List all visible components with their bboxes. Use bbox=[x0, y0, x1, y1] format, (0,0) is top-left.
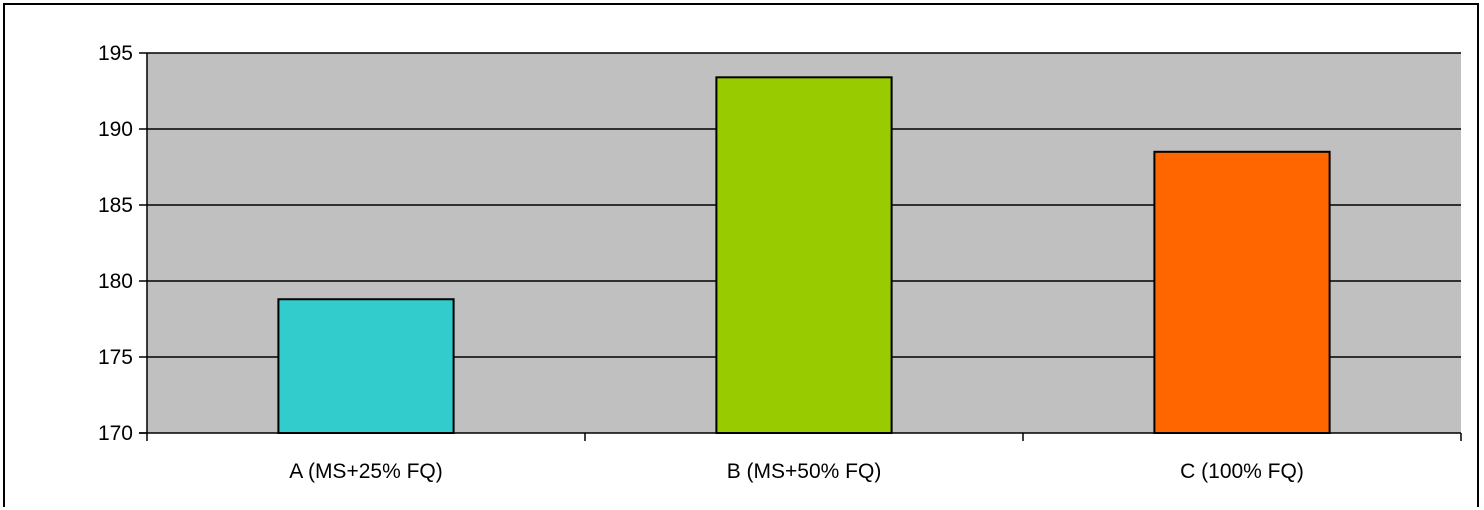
y-tick-label: 190 bbox=[98, 118, 133, 141]
bar bbox=[716, 77, 891, 433]
x-tick-label: C (100% FQ) bbox=[1180, 460, 1304, 483]
y-tick-label: 170 bbox=[98, 422, 133, 445]
y-tick-label: 185 bbox=[98, 194, 133, 217]
y-tick-labels: 170 175 180 185 190 195 bbox=[98, 42, 133, 445]
y-tick-label: 175 bbox=[98, 346, 133, 369]
x-tick-label: B (MS+50% FQ) bbox=[727, 460, 882, 483]
x-tick-labels: A (MS+25% FQ) B (MS+50% FQ) C (100% FQ) bbox=[289, 460, 1304, 483]
y-tick-label: 180 bbox=[98, 270, 133, 293]
x-tick-label: A (MS+25% FQ) bbox=[289, 460, 442, 483]
bar bbox=[278, 299, 453, 433]
y-tick-label: 195 bbox=[98, 42, 133, 65]
bar bbox=[1154, 152, 1329, 433]
